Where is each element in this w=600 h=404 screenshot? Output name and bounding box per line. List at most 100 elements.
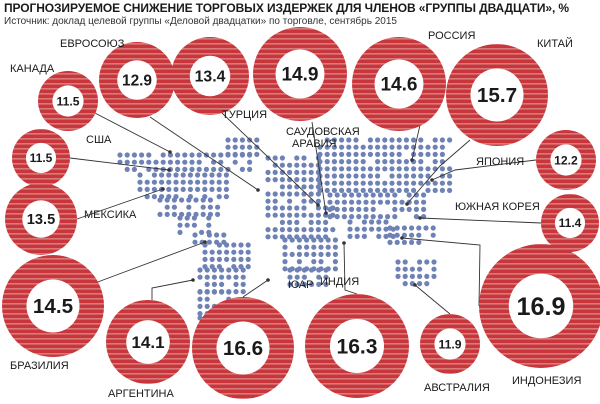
leader-lines	[69, 111, 542, 315]
map-dot	[334, 206, 340, 212]
map-dot	[332, 251, 338, 257]
map-dot	[346, 144, 352, 150]
map-dot	[279, 205, 285, 211]
map-dot	[202, 256, 208, 262]
map-dot	[233, 267, 239, 273]
map-dot	[204, 274, 210, 280]
map-dot	[272, 169, 278, 175]
map-dot	[301, 267, 307, 273]
map-dot	[265, 227, 271, 233]
map-dot	[282, 259, 288, 265]
map-dot	[311, 237, 317, 243]
map-dot	[191, 215, 197, 221]
map-dot	[417, 266, 423, 272]
map-dot	[301, 155, 307, 161]
map-dot	[223, 194, 229, 200]
map-dot	[195, 172, 201, 178]
map-dot	[209, 179, 215, 185]
map-dot	[139, 159, 145, 165]
map-dot	[209, 186, 215, 192]
map-dot	[171, 211, 177, 217]
map-dot	[396, 187, 402, 193]
map-dot	[403, 159, 409, 165]
map-dot	[354, 233, 360, 239]
map-dot	[189, 166, 195, 172]
bubble-mexico: 13.5	[5, 183, 77, 255]
map-dot	[367, 180, 373, 186]
map-dot	[385, 214, 391, 220]
map-dot	[339, 159, 345, 165]
map-dot	[370, 192, 376, 198]
map-dot	[363, 214, 369, 220]
map-dot	[387, 232, 393, 238]
map-dot	[219, 267, 225, 273]
map-dot	[375, 159, 381, 165]
map-dot	[200, 211, 206, 217]
map-dot	[401, 225, 407, 231]
map-dot	[239, 137, 245, 143]
map-dot	[294, 274, 300, 280]
map-dot	[232, 159, 238, 165]
map-dot	[179, 197, 185, 203]
map-dot	[180, 179, 186, 185]
map-dot	[317, 151, 323, 157]
map-dot	[239, 151, 245, 157]
map-dot	[413, 192, 419, 198]
map-dot	[204, 281, 210, 287]
map-dot	[231, 242, 237, 248]
leader-line-india	[343, 242, 358, 295]
map-dot	[396, 166, 402, 172]
map-dot	[124, 159, 130, 165]
map-dot	[418, 144, 424, 150]
map-dot	[389, 173, 395, 179]
map-dot	[346, 173, 352, 179]
map-dot	[325, 237, 331, 243]
map-dot	[294, 267, 300, 273]
map-dot	[346, 180, 352, 186]
map-dot	[294, 227, 300, 233]
map-dot	[375, 144, 381, 150]
map-dot	[385, 199, 391, 205]
map-dot	[323, 267, 329, 273]
map-dot	[392, 199, 398, 205]
map-dot	[375, 166, 381, 172]
map-dot	[367, 173, 373, 179]
leader-dot-russia	[410, 158, 414, 162]
bubble-inner	[550, 144, 582, 176]
map-dot	[224, 256, 230, 262]
map-dot	[339, 173, 345, 179]
map-dot	[226, 289, 232, 295]
map-dot	[369, 226, 375, 232]
map-dot	[377, 199, 383, 205]
leader-dot-japan	[430, 178, 434, 182]
map-dot	[316, 274, 322, 280]
map-dot	[309, 281, 315, 287]
country-label-saudi: САУДОВСКАЯ АРАВИЯ	[286, 126, 360, 150]
value-label-korea: 11.4	[559, 216, 582, 230]
map-dot	[308, 169, 314, 175]
map-dot	[219, 289, 225, 295]
map-dot	[301, 212, 307, 218]
chart-source: Источник: доклад целевой группы «Деловой…	[4, 16, 397, 27]
map-dot	[294, 205, 300, 211]
map-dot	[166, 179, 172, 185]
map-dot	[180, 172, 186, 178]
map-dot	[223, 172, 229, 178]
map-dot	[356, 206, 362, 212]
map-dot	[173, 172, 179, 178]
bubble-japan: 12.2	[536, 130, 596, 190]
map-dot	[339, 151, 345, 157]
map-dot	[131, 166, 137, 172]
map-dot	[279, 219, 285, 225]
map-dot	[332, 244, 338, 250]
map-dot	[403, 173, 409, 179]
map-dot	[265, 205, 271, 211]
map-dot	[272, 191, 278, 197]
map-dot	[346, 137, 352, 143]
map-dot	[396, 151, 402, 157]
map-dot	[294, 219, 300, 225]
bubble-brazil: 14.5	[2, 255, 104, 357]
map-dot	[396, 159, 402, 165]
map-dot	[225, 144, 231, 150]
map-dot	[207, 204, 213, 210]
